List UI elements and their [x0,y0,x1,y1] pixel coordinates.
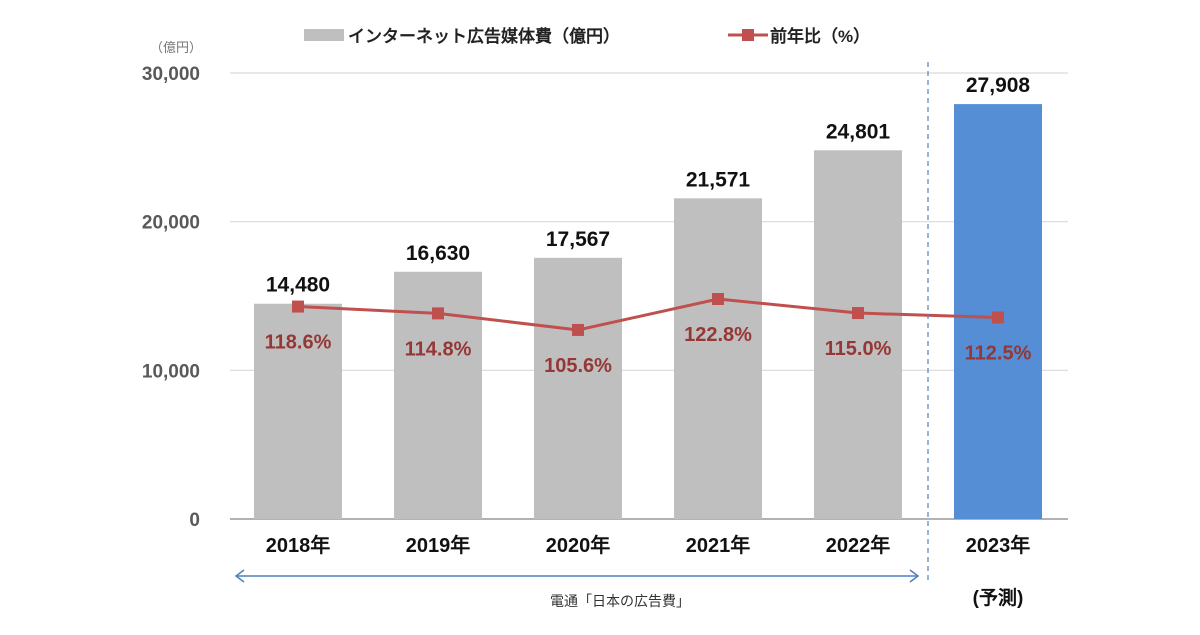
pct-label: 118.6% [265,332,332,354]
legend: インターネット広告媒体費（億円） 前年比（%） [304,26,870,46]
yoy-marker [712,293,724,305]
pct-label: 115.0% [825,338,892,360]
y-axis-unit: （億円） [150,40,202,55]
x-tick-label: 2019年 [406,533,471,557]
yoy-marker [572,323,584,336]
legend-bar-swatch [304,29,344,41]
y-tick-label: 10,000 [142,361,200,382]
bar-value-label: 17,567 [546,228,610,251]
legend-line-label: 前年比（%） [770,26,870,46]
pct-label: 112.5% [965,343,1032,365]
x-tick-label: 2021年 [686,533,751,557]
y-tick-label: 30,000 [142,64,200,85]
yoy-marker [432,307,444,320]
x-tick-label: 2022年 [826,533,891,557]
yoy-marker [292,300,304,313]
bar [254,303,342,519]
pct-label: 105.6% [544,355,612,377]
bar-value-label: 24,801 [826,120,891,143]
pct-label: 122.8% [684,324,752,346]
source-range-arrow [234,569,920,583]
bar-value-label: 14,480 [266,274,330,297]
yoy-line [297,297,999,332]
bar-value-label: 16,630 [406,242,470,265]
bar-value-label: 21,571 [686,168,751,191]
x-tick-label: 2018年 [266,533,331,557]
x-tick-label: 2020年 [546,533,611,557]
bar-value-label: 27,908 [966,74,1031,97]
y-tick-label: 0 [189,510,200,531]
forecast-note: (予測) [973,586,1024,609]
pct-label: 114.8% [405,338,472,360]
legend-line-marker [742,29,754,41]
bar [534,257,622,519]
yoy-marker [852,307,864,320]
bar [814,150,902,519]
legend-bar-label: インターネット広告媒体費（億円） [348,26,620,46]
yoy-marker [992,311,1004,324]
y-tick-label: 20,000 [142,213,200,234]
x-tick-label: 2023年 [966,533,1031,557]
bar [674,198,762,519]
source-label: 電通「日本の広告費」 [550,593,690,609]
